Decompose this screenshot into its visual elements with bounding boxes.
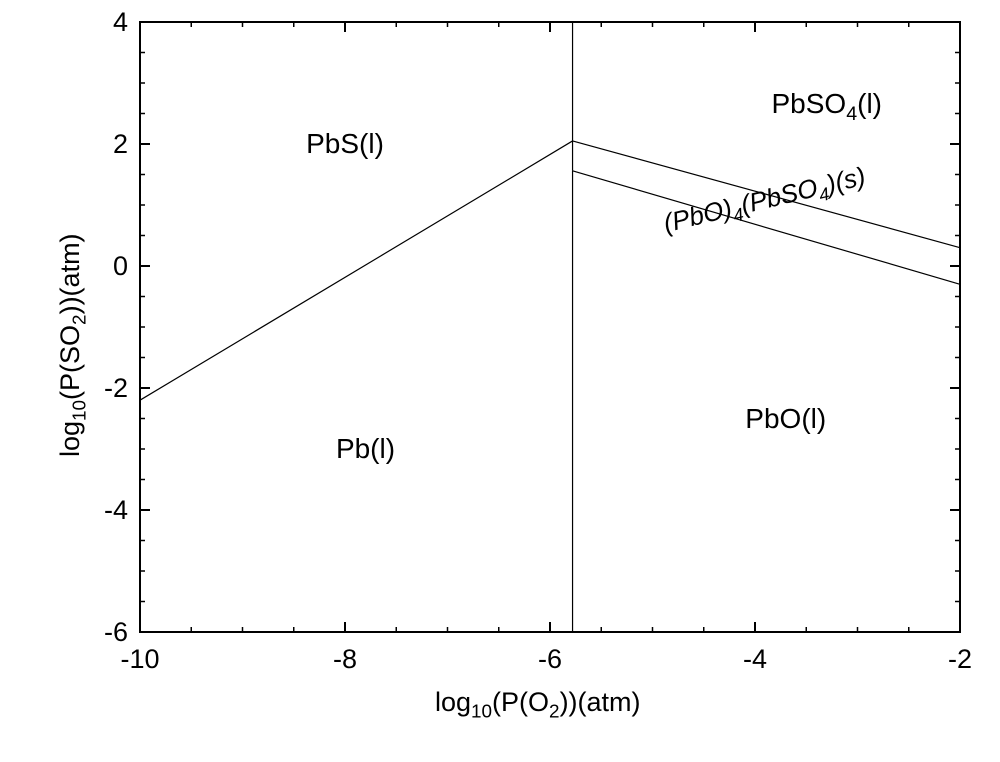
x-tick-label: -4	[725, 644, 785, 675]
phase-boundary	[140, 141, 573, 400]
region-label-pbo: PbO(l)	[745, 403, 826, 435]
y-tick-label: -6	[104, 617, 128, 648]
y-tick-label: 0	[113, 251, 128, 282]
region-label-pbs: PbS(l)	[306, 128, 384, 160]
y-tick-label: 4	[113, 7, 128, 38]
x-tick-label: -6	[520, 644, 580, 675]
y-tick-label: 2	[113, 129, 128, 160]
y-axis-label: log10(P(SO2))(atm)	[55, 233, 91, 457]
region-label-pb: Pb(l)	[336, 433, 395, 465]
x-axis-label: log10(P(O2))(atm)	[435, 687, 641, 723]
y-tick-label: -4	[104, 495, 128, 526]
x-tick-label: -8	[315, 644, 375, 675]
y-tick-label: -2	[104, 373, 128, 404]
phase-diagram-figure: -10 -8 -6 -4 -2 -6 -4 -2 0 2 4 log10(P(O2))(atm) log…	[0, 0, 1000, 762]
x-tick-label: -2	[930, 644, 990, 675]
region-label-pbso4: PbSO4(l)	[772, 89, 882, 127]
x-tick-label: -10	[110, 644, 170, 675]
